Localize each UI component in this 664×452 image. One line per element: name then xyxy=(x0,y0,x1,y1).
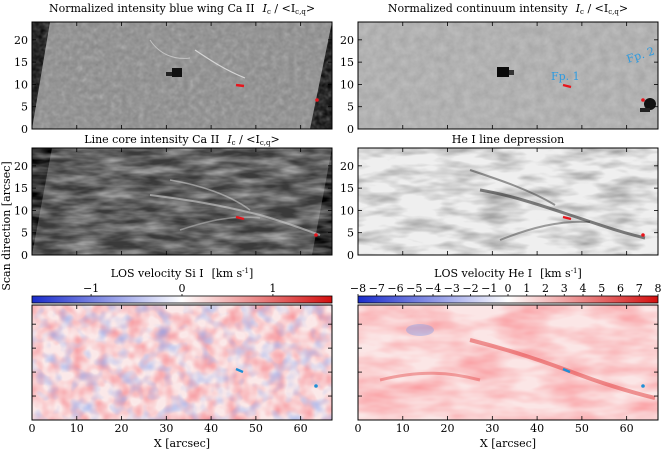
colorbar-he xyxy=(357,295,659,304)
panel-he-depression xyxy=(357,147,659,256)
marker-fp2 xyxy=(314,384,318,388)
y-tick-label: 15 xyxy=(340,56,354,69)
colorbar-tick-label: 5 xyxy=(598,282,605,295)
y-tick-label: 20 xyxy=(340,34,354,47)
y-tick-label: 0 xyxy=(21,123,28,136)
colorbar-tick-label: −1 xyxy=(481,282,497,295)
y-axis-label: Scan direction [arcsec] xyxy=(0,161,13,290)
marker-fp2 xyxy=(314,233,318,237)
marker-fp1 xyxy=(562,367,571,374)
x-tick-label: 0 xyxy=(355,422,362,435)
x-tick-label: 20 xyxy=(441,422,455,435)
marker-fp2 xyxy=(641,98,645,102)
marker-fp1 xyxy=(235,367,244,374)
y-tick-label: 0 xyxy=(347,249,354,262)
colorbar-si xyxy=(31,295,333,304)
panel-title: Line core intensity Ca II Ic / <Ic,q> xyxy=(84,133,279,147)
x-axis-label: X [arcsec] xyxy=(480,437,536,450)
colorbar-tick-label: −2 xyxy=(462,282,478,295)
colorbar-tick-label: 0 xyxy=(505,282,512,295)
x-tick-label: 0 xyxy=(29,422,36,435)
panel-title: He I line depression xyxy=(452,133,564,146)
x-tick-label: 50 xyxy=(249,422,263,435)
x-tick-label: 60 xyxy=(620,422,634,435)
y-tick-label: 20 xyxy=(14,34,28,47)
x-tick-label: 50 xyxy=(575,422,589,435)
colorbar-tick-label: 3 xyxy=(561,282,568,295)
y-tick-label: 20 xyxy=(14,160,28,173)
colorbar-tick-label: 4 xyxy=(580,282,587,295)
colorbar-tick-label: −5 xyxy=(406,282,422,295)
colorbar-tick-label: −4 xyxy=(425,282,441,295)
x-tick-label: 10 xyxy=(70,422,84,435)
y-tick-label: 10 xyxy=(340,204,354,217)
marker-fp1 xyxy=(235,215,245,221)
colorbar-tick-label: 1 xyxy=(523,282,530,295)
x-tick-label: 30 xyxy=(159,422,173,435)
colorbar-tick-label: 0 xyxy=(179,282,186,295)
marker-fp1 xyxy=(562,215,572,221)
panel-title: Normalized intensity blue wing Ca II Ic /… xyxy=(49,2,315,16)
marker-fp1 xyxy=(562,83,572,89)
y-tick-label: 5 xyxy=(21,227,28,240)
panel-los-si xyxy=(31,295,333,421)
panel-title: LOS velocity Si I [km s-1] xyxy=(111,267,254,280)
y-tick-label: 10 xyxy=(14,204,28,217)
x-tick-label: 30 xyxy=(485,422,499,435)
panel-los-he xyxy=(357,295,659,421)
y-tick-label: 5 xyxy=(347,227,354,240)
colorbar-tick-label: −7 xyxy=(369,282,385,295)
y-tick-label: 5 xyxy=(347,101,354,114)
colorbar-tick-label: −1 xyxy=(83,282,99,295)
panel-continuum: Fp. 1 Fp. 2 xyxy=(357,21,659,130)
marker-fp2 xyxy=(641,233,645,237)
colorbar-tick-label: −3 xyxy=(444,282,460,295)
colorbar-tick-label: 8 xyxy=(655,282,662,295)
panel-ca-line-core xyxy=(31,147,333,256)
colorbar-tick-label: 2 xyxy=(542,282,549,295)
panel-ca-blue-wing xyxy=(31,21,333,130)
y-tick-label: 10 xyxy=(340,78,354,91)
marker-fp2 xyxy=(641,384,645,388)
colorbar-tick-label: −6 xyxy=(387,282,403,295)
y-tick-label: 15 xyxy=(340,182,354,195)
x-tick-label: 40 xyxy=(204,422,218,435)
panel-title: Normalized continuum intensity Ic / <Ic,q… xyxy=(388,2,628,16)
y-tick-label: 20 xyxy=(340,160,354,173)
y-tick-label: 15 xyxy=(14,182,28,195)
x-tick-label: 10 xyxy=(396,422,410,435)
y-tick-label: 0 xyxy=(21,249,28,262)
y-tick-label: 5 xyxy=(21,101,28,114)
colorbar-tick-label: 1 xyxy=(269,282,276,295)
colorbar-tick-label: 7 xyxy=(636,282,643,295)
marker-fp1 xyxy=(235,83,245,88)
colorbar-tick-label: −8 xyxy=(350,282,366,295)
y-tick-label: 15 xyxy=(14,56,28,69)
panel-title: LOS velocity He I [km s-1] xyxy=(434,267,582,280)
y-tick-label: 10 xyxy=(14,78,28,91)
x-tick-label: 40 xyxy=(530,422,544,435)
x-tick-label: 20 xyxy=(115,422,129,435)
annotation-fp1: Fp. 1 xyxy=(551,70,580,83)
y-tick-label: 0 xyxy=(347,123,354,136)
marker-fp2 xyxy=(315,98,319,102)
x-tick-label: 60 xyxy=(294,422,308,435)
colorbar-tick-label: 6 xyxy=(617,282,624,295)
x-axis-label: X [arcsec] xyxy=(154,437,210,450)
